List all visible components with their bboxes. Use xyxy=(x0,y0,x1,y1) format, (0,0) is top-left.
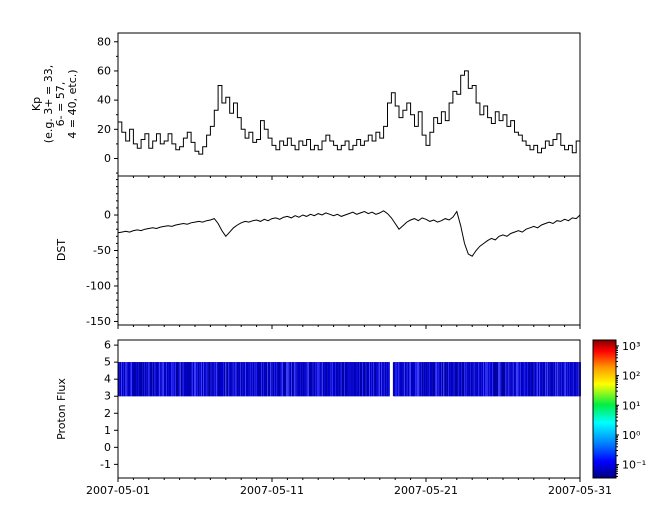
y-tick-label: 0 xyxy=(104,441,111,454)
proton-flux-y-ticks: 6 5 4 3 2 1 0 -1 xyxy=(100,339,118,471)
colorbar-tick-label: 10¹ xyxy=(622,399,640,412)
y-tick-label: 40 xyxy=(97,94,111,107)
dst-index-frame xyxy=(117,175,581,326)
y-tick-label: -150 xyxy=(86,315,111,328)
y-tick-label: 4 xyxy=(104,373,111,386)
kp-index-panel: 0 20 40 60 80 xyxy=(97,32,581,180)
kp-index-x-ticks xyxy=(117,176,581,180)
y-tick-label: 80 xyxy=(97,35,111,48)
dst-index-y-ticks: 0 -50 -100 -150 xyxy=(86,209,118,328)
colorbar-tick-label: 10⁻¹ xyxy=(622,459,646,472)
kp-axis-title: Kp (e.g. 3+ = 33, 6- = 57, 4 = 40, etc.) xyxy=(30,65,79,143)
x-axis-date-label-2: 2007-05-11 xyxy=(240,484,304,497)
proton-flux-frame xyxy=(117,339,581,479)
x-axis-date-label-1: 2007-05-01 xyxy=(86,484,150,497)
y-tick-label: 20 xyxy=(97,123,111,136)
proton-flux-striations xyxy=(118,362,581,397)
dst-index-x-ticks xyxy=(117,325,581,329)
proton-flux-x-ticks xyxy=(117,478,581,482)
y-tick-label: 0 xyxy=(104,152,111,165)
colorbar-tick-label: 10⁰ xyxy=(622,429,641,442)
kp-axis-title-line4: 4 = 40, etc.) xyxy=(66,69,79,139)
y-tick-label: 1 xyxy=(104,424,111,437)
x-axis-date-label-3: 2007-05-21 xyxy=(394,484,458,497)
dst-index-line xyxy=(117,210,581,257)
y-tick-label: 2 xyxy=(104,407,111,420)
kp-index-y-ticks: 0 20 40 60 80 xyxy=(97,35,118,165)
x-axis-date-label-4: 2007-05-31 xyxy=(548,484,612,497)
y-tick-label: -1 xyxy=(100,458,111,471)
colorbar: 10³ 10² 10¹ 10⁰ 10⁻¹ xyxy=(592,339,646,479)
dst-index-panel: 0 -50 -100 -150 xyxy=(86,175,581,329)
colorbar-tick-label: 10² xyxy=(622,370,640,383)
y-tick-label: 0 xyxy=(104,209,111,222)
kp-index-frame xyxy=(117,32,581,177)
y-tick-label: 3 xyxy=(104,390,111,403)
y-tick-label: 5 xyxy=(104,356,111,369)
y-tick-label: -50 xyxy=(93,244,111,257)
y-tick-label: -100 xyxy=(86,279,111,292)
y-tick-label: 60 xyxy=(97,64,111,77)
y-tick-label: 6 xyxy=(104,339,111,352)
kp-index-line xyxy=(118,70,581,155)
proton-flux-panel: 6 5 4 3 2 1 0 -1 xyxy=(100,339,581,482)
proton-flux-axis-title: Proton Flux xyxy=(55,378,68,440)
colorbar-gradient xyxy=(592,339,617,479)
colorbar-tick-label: 10³ xyxy=(622,340,640,353)
dst-axis-title: DST xyxy=(55,238,68,262)
